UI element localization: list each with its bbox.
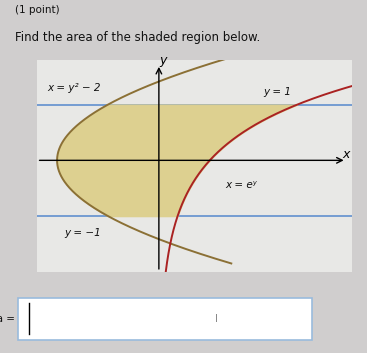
Text: Find the area of the shaded region below.: Find the area of the shaded region below… xyxy=(15,31,260,44)
Text: x = eʸ: x = eʸ xyxy=(225,180,257,190)
Text: (1 point): (1 point) xyxy=(15,5,59,15)
Text: I: I xyxy=(215,314,218,324)
Text: x: x xyxy=(343,148,350,161)
Text: y = 1: y = 1 xyxy=(263,87,291,97)
Text: y: y xyxy=(159,54,167,67)
Text: y = −1: y = −1 xyxy=(65,228,101,238)
Text: x = y² − 2: x = y² − 2 xyxy=(47,83,101,93)
Text: Area =: Area = xyxy=(0,314,18,324)
FancyBboxPatch shape xyxy=(18,298,312,340)
